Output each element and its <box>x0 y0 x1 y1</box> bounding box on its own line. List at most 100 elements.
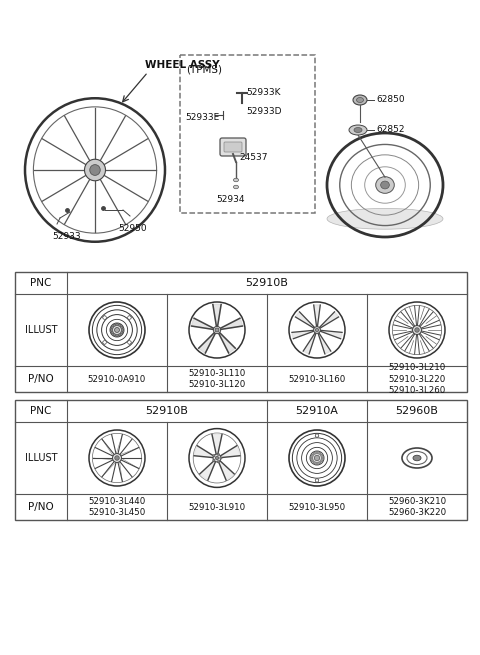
Circle shape <box>111 331 114 334</box>
Circle shape <box>111 326 114 329</box>
Circle shape <box>112 453 121 462</box>
Text: PNC: PNC <box>30 278 52 288</box>
Ellipse shape <box>233 185 239 189</box>
Circle shape <box>120 326 123 329</box>
Circle shape <box>314 455 320 460</box>
Circle shape <box>313 461 315 464</box>
Bar <box>15 400 467 520</box>
Circle shape <box>213 455 215 457</box>
Circle shape <box>316 462 318 464</box>
Bar <box>15 272 467 392</box>
Text: 52950: 52950 <box>119 224 147 233</box>
FancyBboxPatch shape <box>224 142 242 152</box>
Circle shape <box>216 328 219 331</box>
Circle shape <box>110 323 124 337</box>
Text: (TPMS): (TPMS) <box>186 65 222 75</box>
Polygon shape <box>292 330 314 339</box>
Circle shape <box>321 457 324 459</box>
Polygon shape <box>200 460 216 480</box>
Text: 52960B: 52960B <box>396 406 438 416</box>
Circle shape <box>220 457 222 459</box>
Circle shape <box>311 457 313 459</box>
Polygon shape <box>212 434 222 455</box>
Text: 62852: 62852 <box>376 126 405 134</box>
Text: PNC: PNC <box>30 406 52 416</box>
Ellipse shape <box>233 178 239 181</box>
Circle shape <box>215 328 219 332</box>
Circle shape <box>312 455 313 457</box>
Text: 52960-3K210
52960-3K220: 52960-3K210 52960-3K220 <box>388 496 446 517</box>
Circle shape <box>116 334 118 337</box>
Text: 52910B: 52910B <box>145 406 189 416</box>
Polygon shape <box>318 333 331 354</box>
Polygon shape <box>320 330 342 339</box>
Text: ILLUST: ILLUST <box>25 325 57 335</box>
Bar <box>127 340 132 345</box>
Text: ILLUST: ILLUST <box>25 453 57 463</box>
Ellipse shape <box>90 164 100 176</box>
Text: 52933: 52933 <box>53 232 81 241</box>
Polygon shape <box>319 312 338 328</box>
Text: 52910-3L210
52910-3L220
52910-3L260: 52910-3L210 52910-3L220 52910-3L260 <box>388 363 445 396</box>
Text: 52910-3L160: 52910-3L160 <box>288 375 346 383</box>
Ellipse shape <box>354 128 362 132</box>
Circle shape <box>321 455 323 457</box>
Text: P/NO: P/NO <box>28 502 54 512</box>
Ellipse shape <box>353 95 367 105</box>
Polygon shape <box>220 445 240 458</box>
Text: 52910B: 52910B <box>246 278 288 288</box>
Text: 62850: 62850 <box>376 96 405 105</box>
Circle shape <box>115 328 120 333</box>
Circle shape <box>115 456 119 460</box>
Circle shape <box>113 333 116 336</box>
Circle shape <box>415 328 419 332</box>
FancyBboxPatch shape <box>220 138 246 156</box>
Circle shape <box>316 452 318 454</box>
Polygon shape <box>194 445 214 458</box>
Circle shape <box>217 453 219 455</box>
Polygon shape <box>199 332 216 353</box>
Polygon shape <box>295 312 315 328</box>
Circle shape <box>310 451 324 465</box>
Circle shape <box>116 324 118 326</box>
Circle shape <box>313 453 315 455</box>
Ellipse shape <box>381 181 389 189</box>
Bar <box>127 315 132 320</box>
Ellipse shape <box>357 98 363 102</box>
Circle shape <box>120 331 123 334</box>
Ellipse shape <box>84 159 106 181</box>
Polygon shape <box>192 318 215 329</box>
Circle shape <box>119 324 121 327</box>
Polygon shape <box>218 460 234 480</box>
Text: 24537: 24537 <box>239 153 267 162</box>
Text: P/NO: P/NO <box>28 374 54 384</box>
Text: 52910-3L440
52910-3L450: 52910-3L440 52910-3L450 <box>88 496 145 517</box>
Circle shape <box>213 454 221 462</box>
Circle shape <box>319 453 321 455</box>
Circle shape <box>213 326 221 333</box>
Circle shape <box>217 460 219 463</box>
Ellipse shape <box>349 125 367 135</box>
Text: 52934: 52934 <box>217 195 245 204</box>
Circle shape <box>319 461 321 464</box>
Bar <box>102 340 107 345</box>
Circle shape <box>113 324 116 327</box>
Circle shape <box>213 459 215 461</box>
Circle shape <box>315 328 319 331</box>
Text: 52910-0A910: 52910-0A910 <box>88 375 146 383</box>
Circle shape <box>321 460 323 462</box>
Polygon shape <box>303 333 316 354</box>
Circle shape <box>313 327 320 333</box>
Polygon shape <box>213 304 221 328</box>
Polygon shape <box>314 305 320 327</box>
Text: 52910-3L110
52910-3L120: 52910-3L110 52910-3L120 <box>188 369 246 390</box>
Text: 52910-3L950: 52910-3L950 <box>288 502 346 512</box>
Circle shape <box>110 329 113 331</box>
Circle shape <box>312 460 313 462</box>
Text: 52910-3L910: 52910-3L910 <box>189 502 246 512</box>
Text: 52910A: 52910A <box>296 406 338 416</box>
Bar <box>102 315 107 320</box>
Ellipse shape <box>376 177 394 193</box>
Text: 52933E: 52933E <box>185 113 219 121</box>
Ellipse shape <box>413 455 421 460</box>
